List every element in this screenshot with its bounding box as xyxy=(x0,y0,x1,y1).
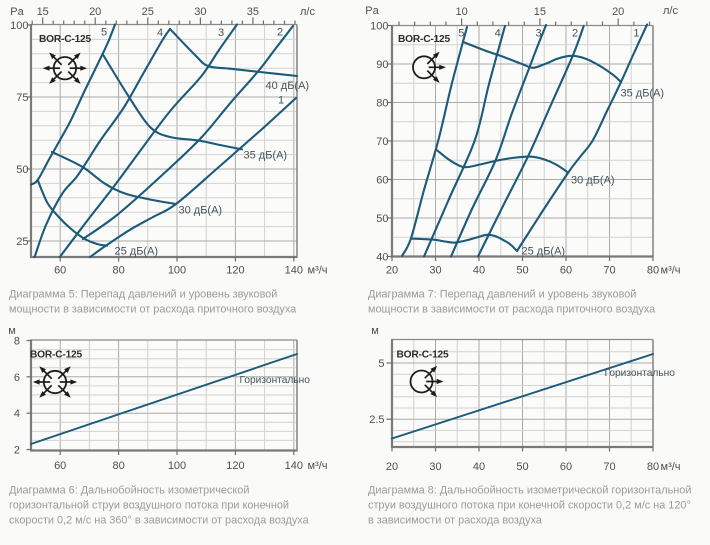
svg-text:BOR-C-125: BOR-C-125 xyxy=(398,34,451,45)
svg-text:Диаграмма 6: Дальнобойность из: Диаграмма 6: Дальнобойность изометрическ… xyxy=(9,484,249,496)
svg-text:120: 120 xyxy=(226,460,244,472)
svg-text:35 дБ(А): 35 дБ(А) xyxy=(244,150,288,162)
svg-text:Горизонтально: Горизонтально xyxy=(605,368,676,379)
svg-text:2.5: 2.5 xyxy=(369,414,384,426)
svg-text:Pa: Pa xyxy=(10,6,24,18)
svg-text:5: 5 xyxy=(378,358,384,370)
svg-text:скорости 0,2 м/с на 360° в зав: скорости 0,2 м/с на 360° в зависимости о… xyxy=(9,515,310,527)
svg-text:м³/ч: м³/ч xyxy=(661,461,681,473)
svg-text:60: 60 xyxy=(376,175,388,187)
svg-text:140: 140 xyxy=(285,265,303,277)
svg-text:50: 50 xyxy=(516,265,528,277)
svg-text:2: 2 xyxy=(572,28,578,40)
svg-text:1: 1 xyxy=(633,28,639,40)
svg-text:2: 2 xyxy=(277,27,283,39)
svg-text:60: 60 xyxy=(54,265,66,277)
svg-text:120: 120 xyxy=(226,265,244,277)
svg-text:20: 20 xyxy=(386,461,398,473)
svg-text:80: 80 xyxy=(647,461,659,473)
svg-text:15: 15 xyxy=(534,6,546,18)
svg-text:м: м xyxy=(8,325,16,337)
svg-text:30: 30 xyxy=(429,461,441,473)
svg-text:25: 25 xyxy=(16,236,28,248)
svg-text:Горизонтально: Горизонтально xyxy=(240,375,311,386)
svg-text:м³/ч: м³/ч xyxy=(308,265,328,277)
svg-text:35: 35 xyxy=(247,6,259,18)
svg-text:80: 80 xyxy=(376,98,388,110)
svg-text:мощности в зависимости от рас: мощности в зависимости от расхода приточ… xyxy=(368,304,656,316)
svg-text:80: 80 xyxy=(112,460,124,472)
svg-text:м³/ч: м³/ч xyxy=(661,265,681,277)
svg-text:100: 100 xyxy=(168,265,186,277)
svg-text:20: 20 xyxy=(89,6,101,18)
svg-text:2: 2 xyxy=(14,445,20,457)
svg-text:60: 60 xyxy=(54,460,66,472)
svg-text:струи воздушного потока при ко: струи воздушного потока при конечной ско… xyxy=(368,500,691,512)
svg-text:л/с: л/с xyxy=(663,5,678,17)
svg-text:100: 100 xyxy=(168,460,186,472)
svg-text:л/с: л/с xyxy=(300,6,315,18)
svg-text:5: 5 xyxy=(101,27,107,39)
svg-text:3: 3 xyxy=(536,28,542,40)
svg-text:90: 90 xyxy=(376,59,388,71)
svg-text:80: 80 xyxy=(112,265,124,277)
svg-text:BOR-C-125: BOR-C-125 xyxy=(39,34,92,45)
svg-text:Диаграмма 8: Дальнобойность из: Диаграмма 8: Дальнобойность изометрическ… xyxy=(368,484,691,496)
svg-text:20: 20 xyxy=(386,265,398,277)
svg-text:30: 30 xyxy=(429,265,441,277)
svg-text:50: 50 xyxy=(516,461,528,473)
svg-text:60: 60 xyxy=(560,461,572,473)
svg-text:40: 40 xyxy=(473,461,485,473)
svg-text:50: 50 xyxy=(376,213,388,225)
svg-text:м: м xyxy=(371,325,379,337)
svg-text:35 дБ(А): 35 дБ(А) xyxy=(621,87,665,99)
svg-text:BOR-C-125: BOR-C-125 xyxy=(30,349,83,360)
svg-text:4: 4 xyxy=(495,28,501,40)
svg-text:BOR-C-125: BOR-C-125 xyxy=(397,350,450,361)
svg-text:Pa: Pa xyxy=(365,5,379,17)
svg-text:3: 3 xyxy=(218,27,224,39)
svg-text:25: 25 xyxy=(142,6,154,18)
svg-text:6: 6 xyxy=(14,372,20,384)
svg-text:м³/ч: м³/ч xyxy=(308,460,328,472)
svg-text:4: 4 xyxy=(157,27,163,39)
svg-text:30: 30 xyxy=(194,6,206,18)
svg-text:5: 5 xyxy=(458,28,464,40)
svg-text:70: 70 xyxy=(603,461,615,473)
svg-text:20: 20 xyxy=(612,6,624,18)
svg-text:Диаграмма 7: Перепад давлений: Диаграмма 7: Перепад давлений и уровень … xyxy=(368,288,636,300)
svg-text:70: 70 xyxy=(376,136,388,148)
svg-text:15: 15 xyxy=(37,6,49,18)
svg-text:100: 100 xyxy=(370,21,388,33)
svg-text:30 дБ(А): 30 дБ(А) xyxy=(571,175,615,187)
svg-text:100: 100 xyxy=(10,20,28,32)
svg-text:40: 40 xyxy=(473,265,485,277)
svg-text:мощности в зависимости от рас: мощности в зависимости от расхода приточ… xyxy=(9,304,297,316)
svg-text:140: 140 xyxy=(285,460,303,472)
svg-text:4: 4 xyxy=(14,408,20,420)
svg-text:горизонтальной струи воздушног: горизонтальной струи воздушного потока п… xyxy=(9,500,289,512)
svg-text:70: 70 xyxy=(603,265,615,277)
svg-text:1: 1 xyxy=(278,95,284,107)
svg-text:8: 8 xyxy=(14,336,20,348)
svg-text:30 дБ(А): 30 дБ(А) xyxy=(179,205,223,217)
svg-text:40: 40 xyxy=(376,252,388,264)
svg-text:10: 10 xyxy=(455,6,467,18)
svg-text:60: 60 xyxy=(560,265,572,277)
svg-text:Диаграмма 5: Перепад давлений: Диаграмма 5: Перепад давлений и уровень … xyxy=(9,288,277,300)
svg-text:25 дБ(А): 25 дБ(А) xyxy=(522,245,566,257)
svg-text:80: 80 xyxy=(647,265,659,277)
svg-text:75: 75 xyxy=(16,92,28,104)
svg-text:50: 50 xyxy=(16,164,28,176)
svg-text:25 дБ(А): 25 дБ(А) xyxy=(115,246,159,258)
svg-text:в зависимости от расхода возду: в зависимости от расхода воздуха xyxy=(368,515,543,527)
svg-text:40 дБ(А): 40 дБ(А) xyxy=(266,80,310,92)
